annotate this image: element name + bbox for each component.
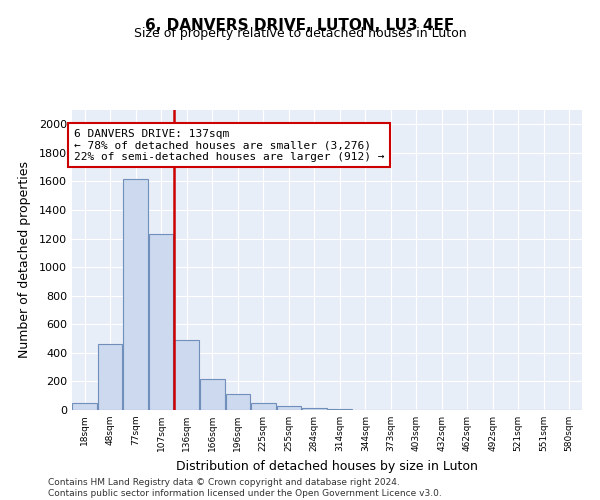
Bar bbox=[149, 234, 173, 410]
Bar bbox=[98, 344, 122, 410]
X-axis label: Distribution of detached houses by size in Luton: Distribution of detached houses by size … bbox=[176, 460, 478, 472]
Text: Size of property relative to detached houses in Luton: Size of property relative to detached ho… bbox=[134, 28, 466, 40]
Bar bbox=[73, 404, 97, 410]
Bar bbox=[200, 380, 225, 410]
Text: 6 DANVERS DRIVE: 137sqm
← 78% of detached houses are smaller (3,276)
22% of semi: 6 DANVERS DRIVE: 137sqm ← 78% of detache… bbox=[74, 128, 384, 162]
Bar bbox=[302, 408, 326, 410]
Bar bbox=[328, 409, 352, 410]
Y-axis label: Number of detached properties: Number of detached properties bbox=[17, 162, 31, 358]
Bar bbox=[174, 340, 199, 410]
Text: 6, DANVERS DRIVE, LUTON, LU3 4EF: 6, DANVERS DRIVE, LUTON, LU3 4EF bbox=[145, 18, 455, 32]
Bar bbox=[123, 178, 148, 410]
Bar bbox=[277, 406, 301, 410]
Bar bbox=[251, 403, 276, 410]
Text: Contains HM Land Registry data © Crown copyright and database right 2024.
Contai: Contains HM Land Registry data © Crown c… bbox=[48, 478, 442, 498]
Bar bbox=[226, 394, 250, 410]
